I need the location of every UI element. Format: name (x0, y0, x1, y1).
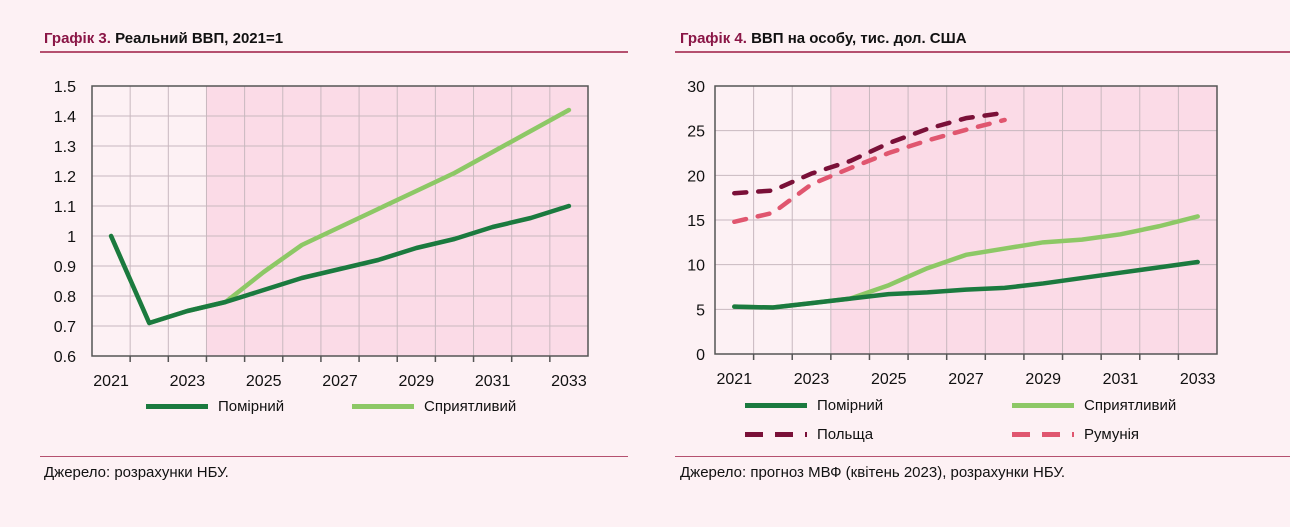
legend-label: Польща (817, 426, 874, 443)
x-tick-label: 2023 (170, 373, 206, 390)
plot-frame (91, 85, 589, 357)
x-tick-label: 2025 (246, 373, 282, 390)
y-tick-label: 0.9 (54, 259, 76, 276)
divider (675, 456, 1290, 457)
x-tick-label: 2027 (322, 373, 358, 390)
series-line-Польща (732, 110, 1007, 196)
legend-item: Помірний (146, 398, 284, 415)
x-tick-label: 2025 (871, 371, 907, 388)
legend-label: Румунія (1084, 426, 1140, 443)
legend-item: Сприятливий (1012, 397, 1176, 414)
y-tick-label: 0.7 (54, 319, 76, 336)
x-tick-label: 2027 (948, 371, 984, 388)
y-tick-label: 0.6 (54, 349, 76, 366)
x-tick-label: 2033 (1180, 371, 1216, 388)
y-tick-label: 10 (687, 258, 705, 275)
legend-item: Помірний (745, 397, 883, 414)
x-tick-label: 2031 (475, 373, 511, 390)
legend-label: Сприятливий (424, 398, 517, 415)
legend-item: Польща (745, 426, 873, 443)
y-tick-label: 1.1 (54, 199, 76, 216)
divider (675, 51, 1290, 53)
y-tick-label: 1.3 (54, 139, 76, 156)
legend-item: Сприятливий (352, 398, 516, 415)
y-tick-label: 0 (696, 347, 705, 364)
chart3-source: Джерело: розрахунки НБУ. (44, 464, 229, 481)
chart4-title: Графік 4. ВВП на особу, тис. дол. США (680, 30, 967, 47)
legend-label: Сприятливий (1084, 397, 1177, 414)
legend-swatch (1012, 403, 1074, 408)
series-line-Румунія (732, 117, 1007, 225)
y-tick-label: 25 (687, 124, 705, 141)
series-line-Помірний (732, 259, 1200, 310)
legend-swatch (352, 404, 414, 409)
x-tick-label: 2021 (93, 373, 129, 390)
y-tick-label: 1 (67, 229, 76, 246)
x-tick-label: 2029 (1025, 371, 1061, 388)
legend-item: Румунія (1012, 426, 1139, 443)
y-tick-label: 20 (687, 168, 705, 185)
x-tick-label: 2031 (1103, 371, 1139, 388)
legend-swatch (745, 403, 807, 408)
x-tick-label: 2023 (794, 371, 830, 388)
y-tick-label: 0.8 (54, 289, 76, 306)
divider (40, 456, 628, 457)
y-tick-label: 5 (696, 302, 705, 319)
series-line-Помірний (108, 203, 572, 326)
y-tick-label: 1.4 (54, 109, 76, 126)
legend-label: Помірний (218, 398, 285, 415)
x-tick-label: 2021 (717, 371, 753, 388)
x-tick-label: 2029 (399, 373, 435, 390)
y-tick-label: 1.5 (54, 79, 76, 96)
divider (40, 51, 628, 53)
legend-swatch (146, 404, 208, 409)
y-tick-label: 30 (687, 79, 705, 96)
plot-frame (714, 85, 1218, 355)
chart4-source: Джерело: прогноз МВФ (квітень 2023), роз… (680, 464, 1066, 481)
y-tick-label: 15 (687, 213, 705, 230)
y-tick-label: 1.2 (54, 169, 76, 186)
chart3-title: Графік 3. Реальний ВВП, 2021=1 (44, 30, 284, 47)
legend-label: Помірний (817, 397, 884, 414)
legend-swatch (1012, 432, 1074, 437)
legend-swatch (745, 432, 807, 437)
x-tick-label: 2033 (551, 373, 587, 390)
